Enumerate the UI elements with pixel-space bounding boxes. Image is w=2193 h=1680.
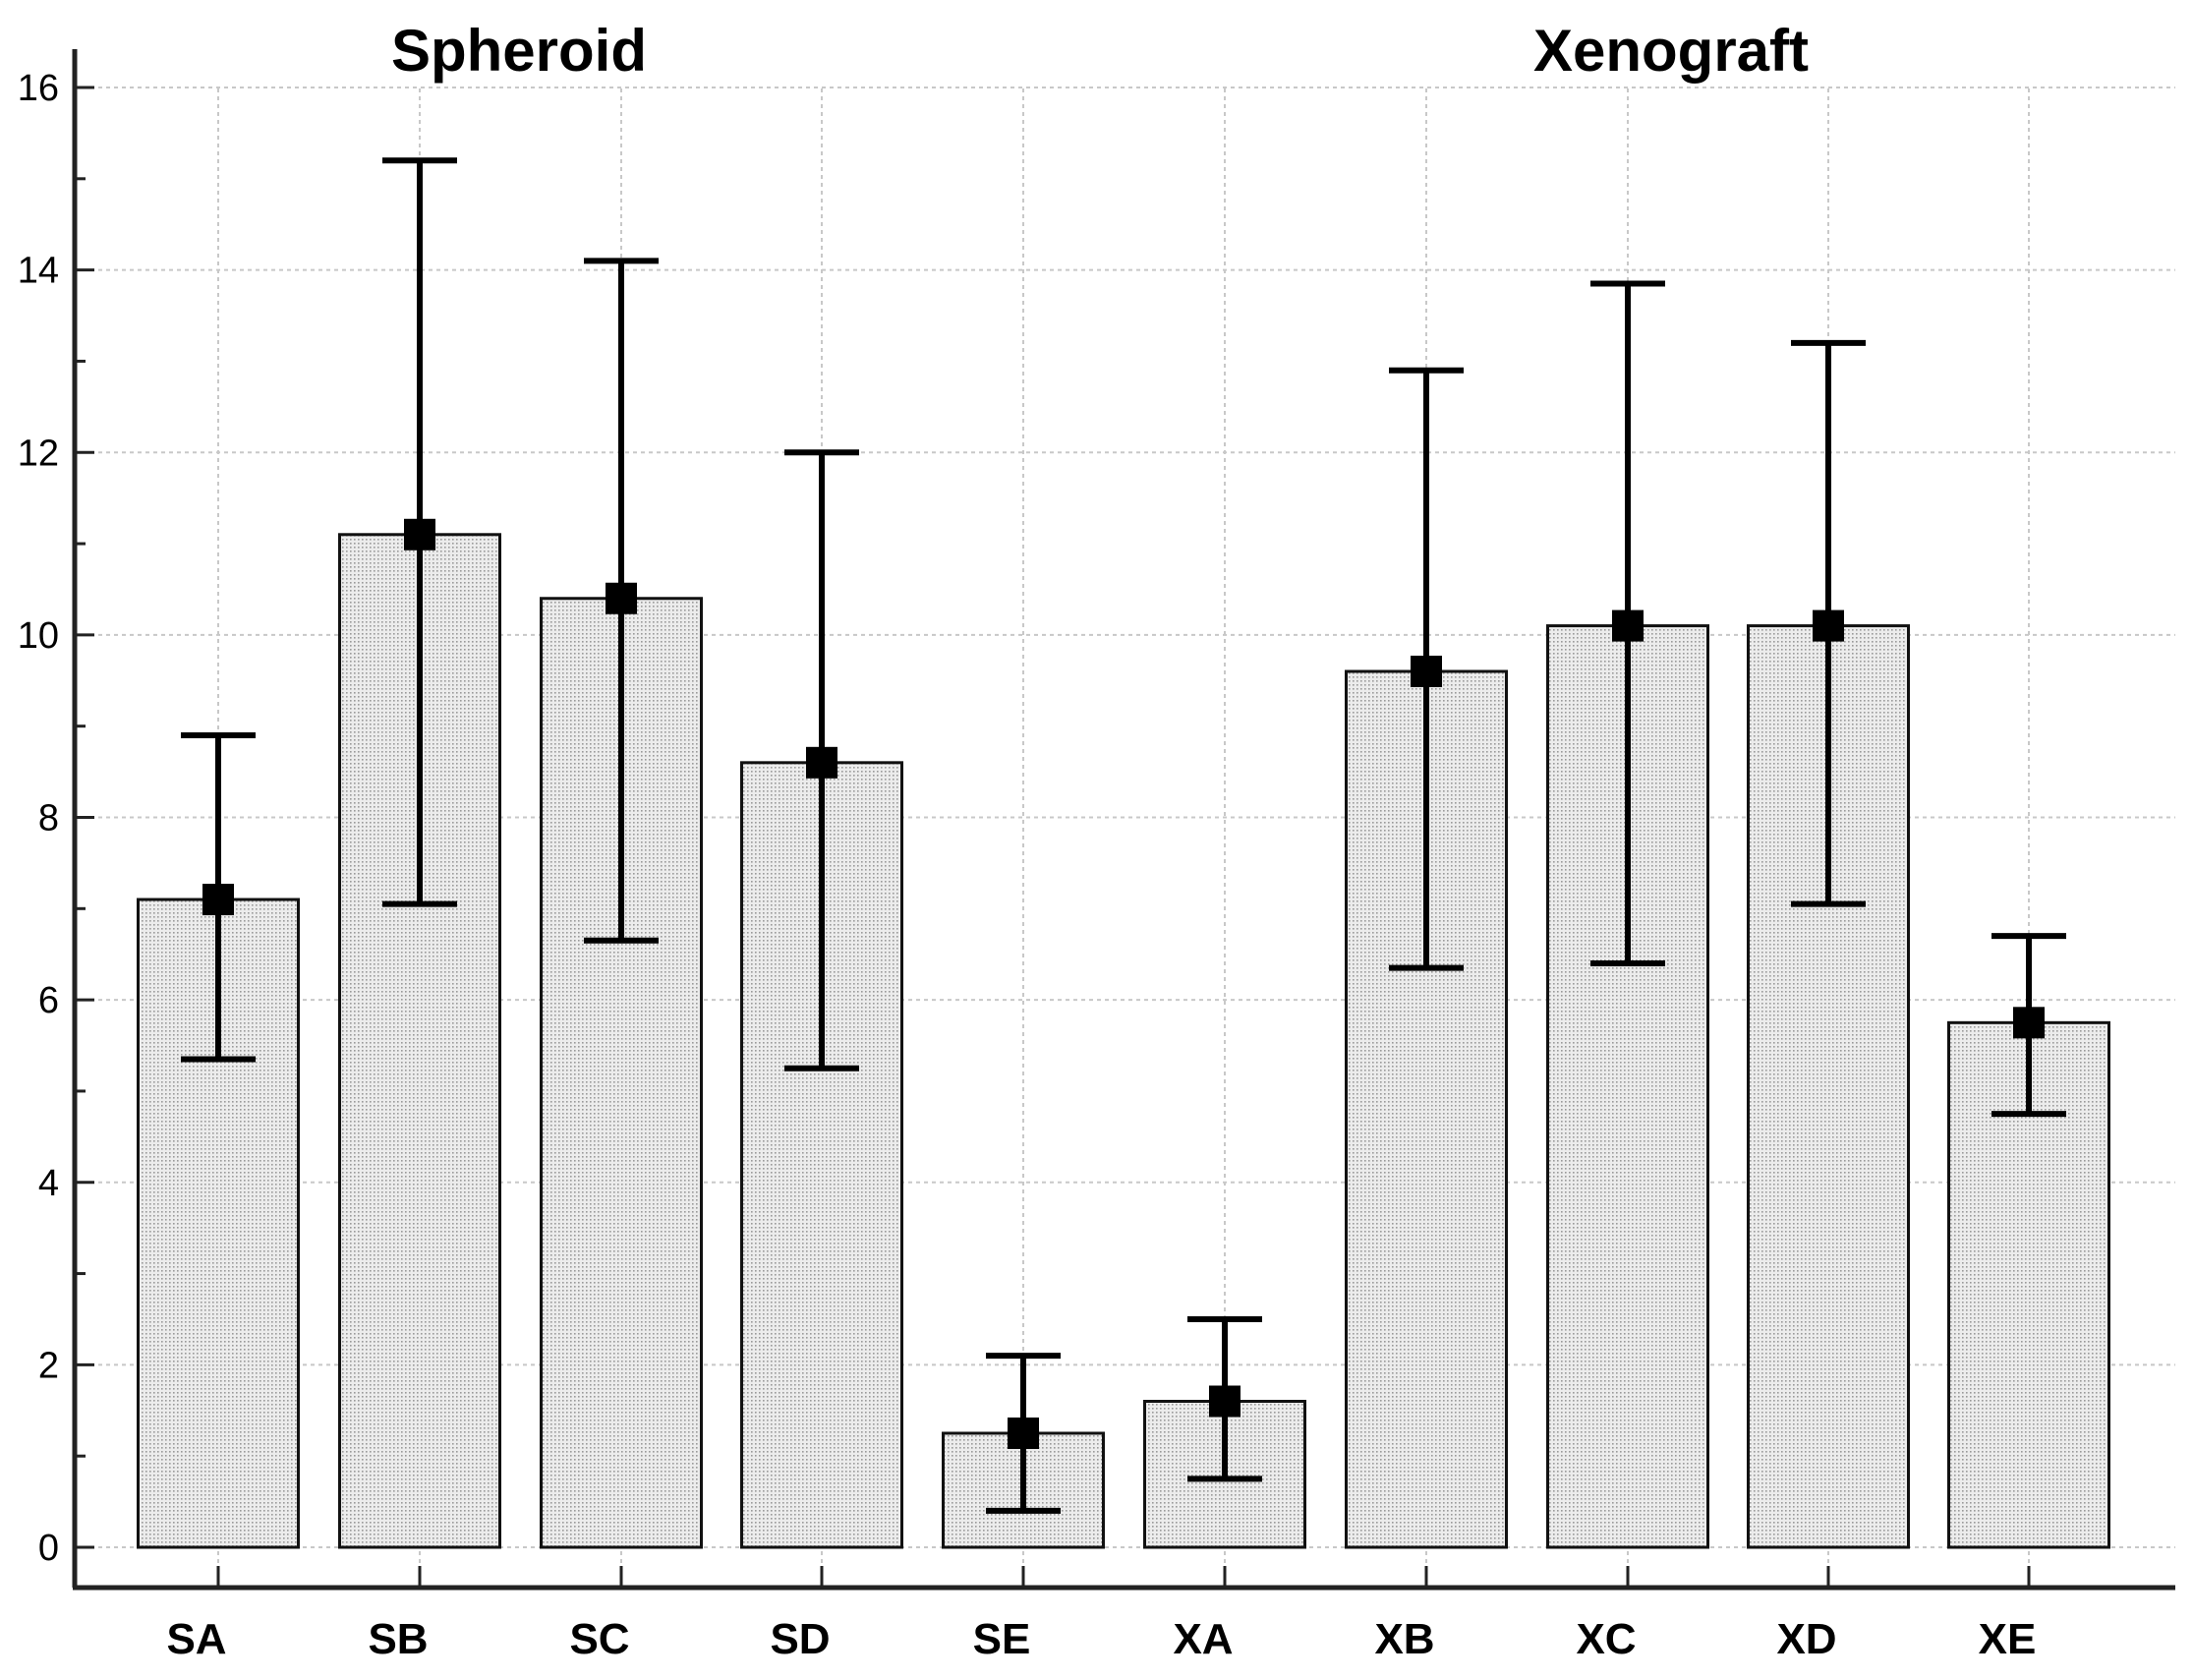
mean-marker-sb bbox=[404, 518, 435, 550]
y-tick-label: 12 bbox=[18, 433, 59, 474]
x-tick-label-xa: XA bbox=[1173, 1615, 1233, 1663]
error-bars bbox=[181, 157, 2066, 1514]
group-titles: Spheroid Xenograft bbox=[391, 18, 1809, 84]
y-tick-label: 0 bbox=[38, 1528, 59, 1569]
mean-marker-se bbox=[1008, 1417, 1039, 1449]
mean-marker-xa bbox=[1209, 1385, 1241, 1418]
y-ticks: 0 2 4 6 8 10 12 14 16 bbox=[18, 68, 94, 1569]
x-tick-label-sb: SB bbox=[368, 1615, 428, 1663]
mean-marker-sc bbox=[606, 582, 637, 614]
x-tick-label-sa: SA bbox=[166, 1615, 226, 1663]
x-tick-labels: SA SB SC SD SE XA XB XC XD XE bbox=[166, 1566, 2036, 1663]
y-tick-label: 6 bbox=[38, 980, 59, 1021]
x-tick-label-xb: XB bbox=[1374, 1615, 1434, 1663]
y-tick-label: 8 bbox=[38, 798, 59, 840]
mean-marker-xe bbox=[2013, 1007, 2045, 1039]
group-title-xenograft: Xenograft bbox=[1533, 18, 1809, 84]
x-tick-label-sd: SD bbox=[770, 1615, 830, 1663]
y-tick-label: 10 bbox=[18, 615, 59, 657]
bars bbox=[137, 533, 2110, 1549]
y-tick-label: 16 bbox=[18, 68, 59, 109]
mean-marker-xc bbox=[1612, 609, 1644, 642]
x-tick-label-xd: XD bbox=[1776, 1615, 1836, 1663]
mean-marker-xb bbox=[1411, 656, 1442, 687]
group-title-spheroid: Spheroid bbox=[391, 18, 647, 84]
x-tick-label-sc: SC bbox=[569, 1615, 629, 1663]
y-tick-label: 2 bbox=[38, 1345, 59, 1386]
x-tick-label-xc: XC bbox=[1576, 1615, 1636, 1663]
mean-marker-sa bbox=[202, 884, 234, 916]
x-tick-label-se: SE bbox=[973, 1615, 1031, 1663]
mean-marker-sd bbox=[806, 746, 837, 779]
y-tick-label: 14 bbox=[18, 251, 59, 292]
y-tick-label: 4 bbox=[38, 1163, 59, 1204]
mean-marker-xd bbox=[1813, 609, 1844, 642]
x-tick-label-xe: XE bbox=[1979, 1615, 2037, 1663]
